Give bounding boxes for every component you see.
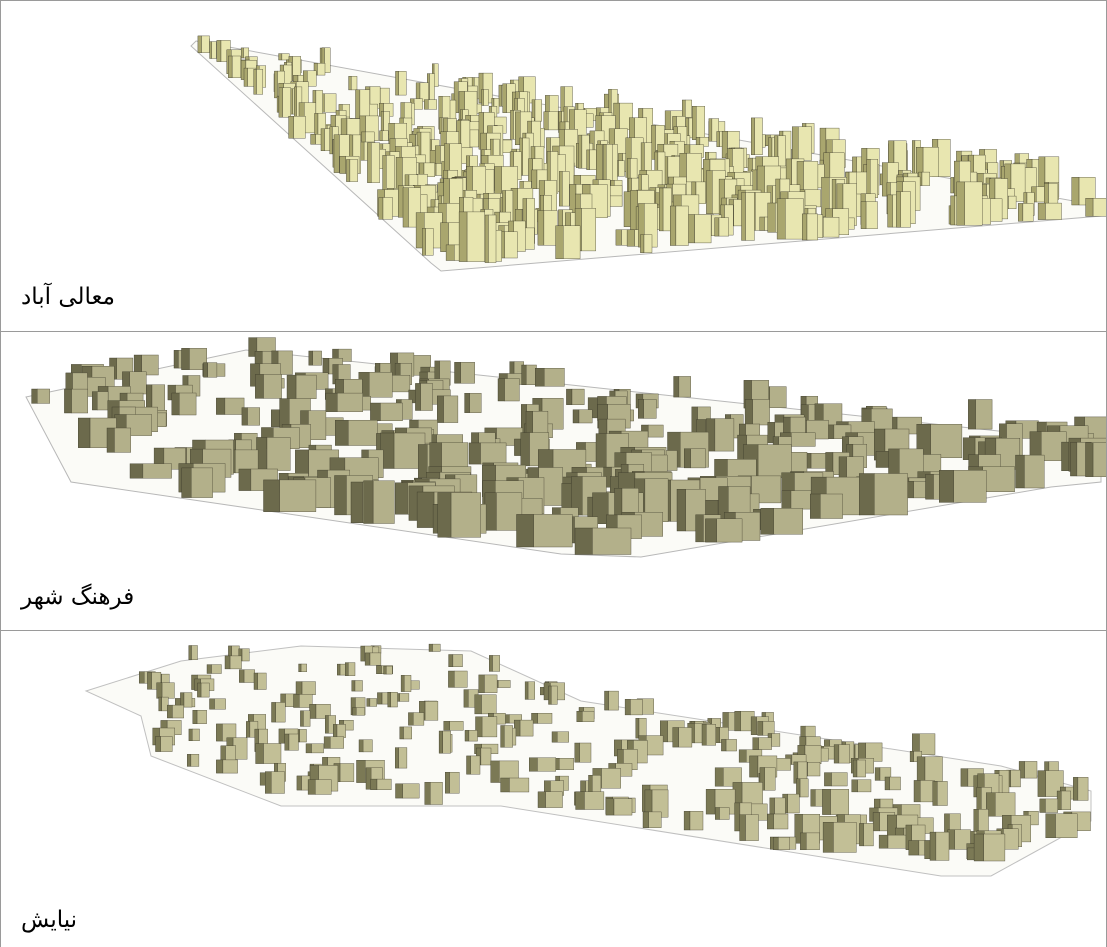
panel-farhang-shahr: فرهنگ شهر: [1, 331, 1106, 630]
city-3d-model-maali-abad: [190, 35, 1106, 272]
panel-label-maali-abad: معالی آباد: [21, 284, 115, 310]
panel-label-farhang-shahr: فرهنگ شهر: [21, 584, 135, 610]
city-3d-model-niayesh: [84, 643, 1092, 877]
panel-label-niayesh: نیایش: [21, 907, 78, 933]
panel-niayesh: نیایش: [1, 630, 1106, 947]
panel-maali-abad: معالی آباد: [1, 1, 1106, 330]
city-3d-model-farhang-shahr: [25, 337, 1106, 558]
